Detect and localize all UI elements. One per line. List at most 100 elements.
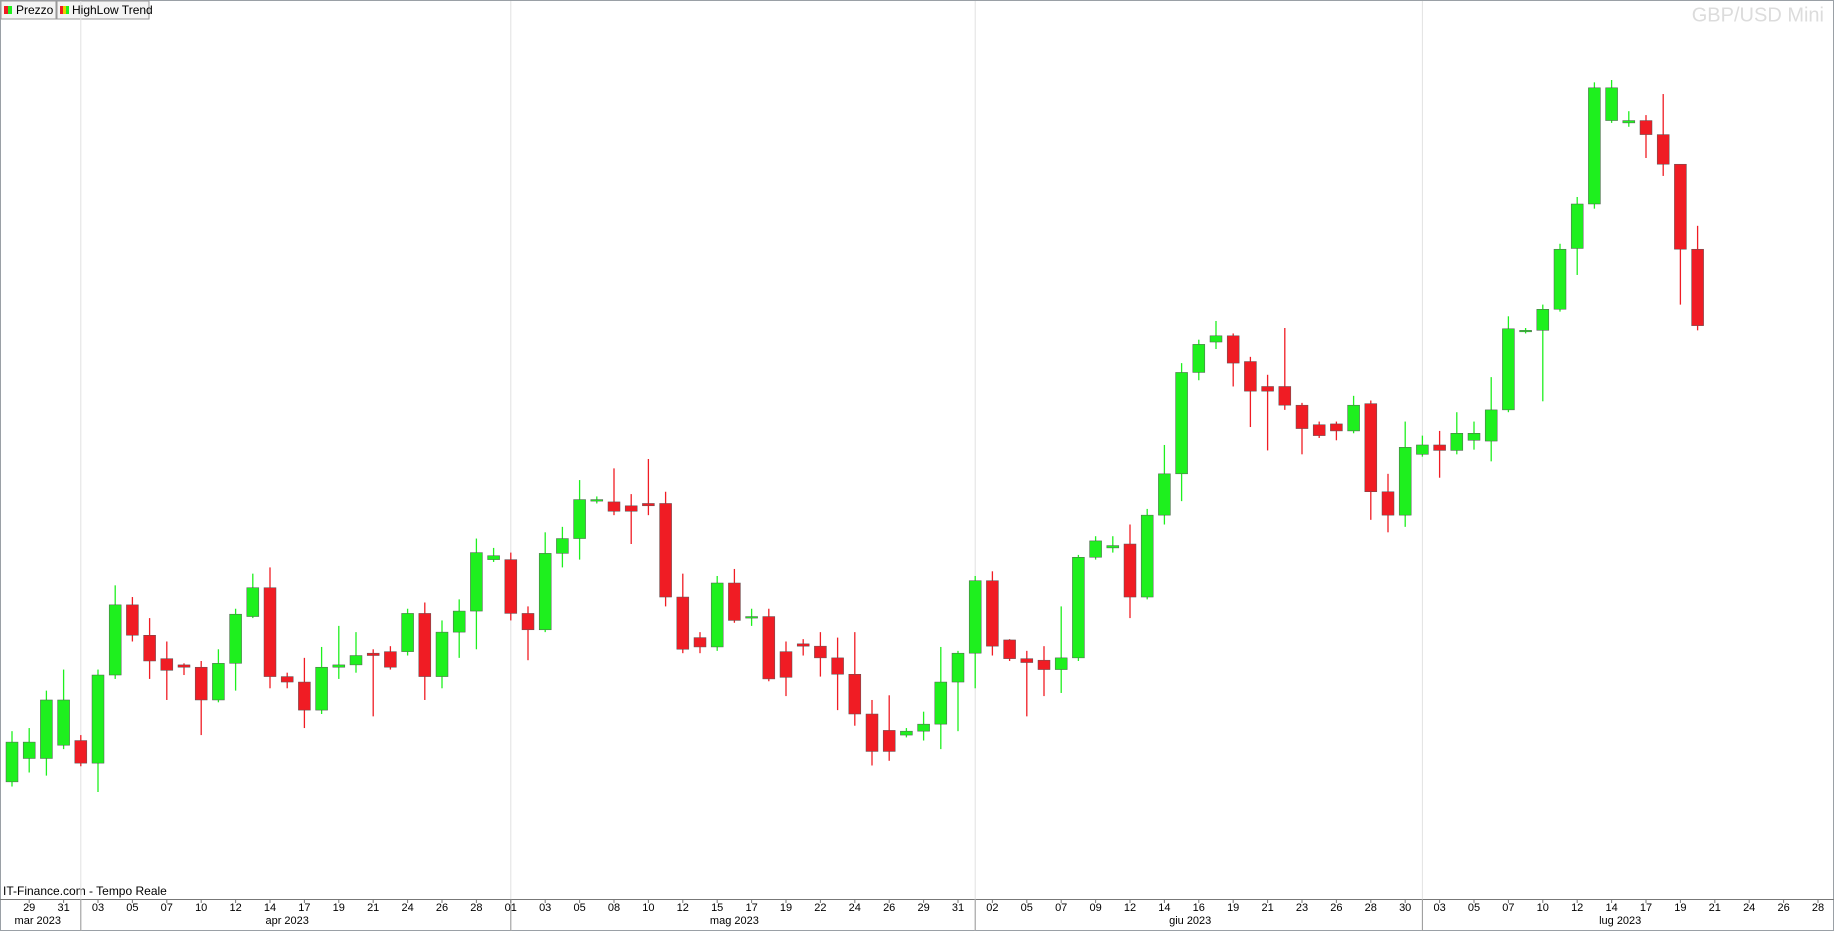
candle-body	[91, 674, 105, 764]
candle-body	[1295, 404, 1309, 429]
candle-body	[57, 699, 70, 746]
x-tick-label: 24	[1743, 902, 1755, 914]
candle-body	[1364, 403, 1378, 493]
candle-body	[951, 652, 965, 683]
x-tick-label: 14	[1158, 902, 1170, 914]
candle-body	[1381, 491, 1395, 516]
candle-body	[470, 552, 483, 612]
candle-body	[1639, 120, 1653, 135]
x-tick-label: 02	[986, 902, 998, 914]
x-tick-label: 19	[333, 902, 345, 914]
candle-body	[143, 635, 156, 662]
legend-icon	[8, 6, 12, 14]
candle-body	[263, 587, 277, 677]
legend-label: HighLow Trend	[72, 3, 153, 17]
candle-body	[1312, 424, 1326, 436]
candle-body	[710, 582, 724, 648]
candle-body	[298, 681, 311, 711]
candle-body	[1484, 409, 1498, 442]
x-tick-label: 26	[1330, 902, 1342, 914]
legend: Prezzo HighLow Trend	[0, 0, 153, 20]
x-tick-label: 31	[57, 902, 69, 914]
candle-body	[194, 666, 208, 701]
candle-body	[40, 699, 53, 759]
candle-body	[1416, 444, 1429, 455]
candle-body	[1244, 361, 1257, 392]
candle-body	[1020, 658, 1034, 663]
x-tick-label: 03	[539, 902, 551, 914]
x-tick-label: 05	[1021, 902, 1033, 914]
candle-body	[1175, 372, 1188, 475]
x-tick-label: 14	[1605, 902, 1617, 914]
legend-icon	[4, 6, 8, 14]
x-tick-label: 19	[1674, 902, 1686, 914]
candle-body	[573, 499, 586, 539]
month-label: giu 2023	[1169, 915, 1211, 927]
x-tick-label: 05	[573, 902, 585, 914]
x-tick-label: 01	[505, 902, 517, 914]
candle-body	[865, 713, 879, 752]
candle-body	[1278, 386, 1292, 406]
x-tick-label: 19	[1227, 902, 1239, 914]
legend-icon	[66, 6, 69, 14]
x-tick-label: 07	[1055, 902, 1067, 914]
x-tick-label: 28	[1812, 902, 1824, 914]
candle-body	[1158, 473, 1171, 516]
candle-body	[160, 658, 174, 671]
candle-body	[1072, 557, 1085, 659]
candle-body	[1209, 335, 1223, 343]
candle-body	[332, 664, 346, 668]
legend-icon	[60, 6, 63, 14]
x-tick-label: 23	[1296, 902, 1308, 914]
month-label: mag 2023	[710, 915, 759, 927]
candle-body	[1330, 423, 1343, 432]
x-tick-label: 03	[1433, 902, 1445, 914]
x-tick-label: 12	[1571, 902, 1583, 914]
candle-body	[1553, 248, 1567, 310]
candle-body	[74, 740, 88, 764]
candle-body	[814, 645, 827, 659]
month-label: lug 2023	[1599, 915, 1641, 927]
x-tick-label: 28	[470, 902, 482, 914]
x-tick-label: 17	[1640, 902, 1652, 914]
x-tick-label: 29	[23, 902, 35, 914]
candle-body	[1347, 404, 1360, 432]
x-tick-label: 17	[745, 902, 757, 914]
candle-body	[1519, 330, 1532, 333]
candle-body	[1588, 87, 1601, 205]
candle-body	[1089, 540, 1102, 558]
candle-body	[177, 664, 191, 668]
candle-body	[676, 596, 690, 650]
candle-body	[1398, 447, 1412, 516]
candle-body	[538, 553, 552, 631]
candle-body	[934, 681, 948, 725]
x-tick-label: 24	[849, 902, 861, 914]
candle-body	[693, 637, 707, 648]
candle-body	[487, 555, 500, 560]
candle-body	[1192, 344, 1206, 373]
candle-body	[280, 676, 294, 683]
x-tick-label: 29	[917, 902, 929, 914]
candle-body	[762, 616, 776, 680]
candle-body	[366, 652, 380, 656]
candle-body	[349, 655, 363, 666]
x-tick-label: 05	[126, 902, 138, 914]
candle-body	[435, 631, 449, 677]
x-tick-label: 31	[952, 902, 964, 914]
x-tick-label: 12	[1124, 902, 1136, 914]
candle-body	[452, 610, 466, 633]
x-tick-label: 17	[298, 902, 310, 914]
candle-body	[1261, 386, 1274, 392]
candle-body	[1037, 659, 1051, 670]
x-tick-label: 21	[1709, 902, 1721, 914]
candle-body	[642, 503, 655, 507]
x-tick-label: 08	[608, 902, 620, 914]
candle-body	[796, 643, 810, 647]
candle-body	[1605, 87, 1618, 121]
candle-body	[831, 657, 844, 675]
x-tick-label: 21	[367, 902, 379, 914]
candle-body	[917, 723, 930, 732]
candle-body	[779, 651, 793, 678]
candle-body	[624, 505, 638, 512]
